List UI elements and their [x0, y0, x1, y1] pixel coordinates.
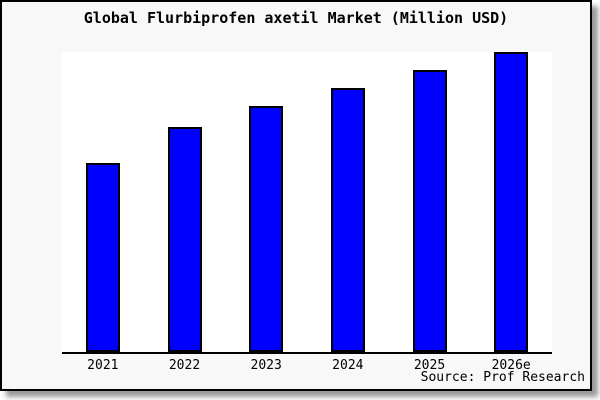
x-tick-label-2025: 2025	[413, 358, 446, 373]
plot-area	[62, 52, 552, 352]
x-tick-label-2022: 2022	[168, 358, 201, 373]
x-tick-label-2021: 2021	[87, 358, 119, 373]
source-credit: Source: Prof Research	[420, 370, 585, 385]
bar-2024	[330, 88, 365, 352]
x-axis-line	[62, 352, 552, 354]
bar-2023	[249, 106, 284, 352]
bar-2025	[412, 70, 447, 352]
bar-2026e	[494, 52, 529, 352]
chart-frame: Global Flurbiprofen axetil Market (Milli…	[0, 0, 592, 391]
x-tick-label-2026e: 2026e	[491, 358, 531, 373]
x-tick-label-2023: 2023	[250, 358, 282, 373]
chart-title: Global Flurbiprofen axetil Market (Milli…	[83, 9, 509, 27]
bar-2021	[85, 163, 120, 352]
x-tick-label-2024: 2024	[332, 358, 364, 373]
bar-2022	[167, 127, 202, 352]
